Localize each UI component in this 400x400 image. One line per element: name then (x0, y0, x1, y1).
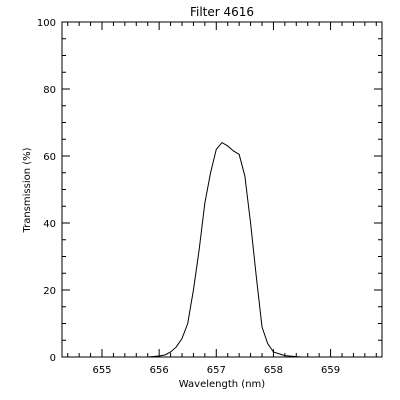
y-tick-labels: 0 20 40 60 80 100 (37, 18, 56, 364)
chart-title: Filter 4616 (190, 5, 254, 19)
y-tick-label: 80 (43, 85, 56, 96)
x-tick-label: 656 (150, 365, 169, 376)
y-tick-label: 20 (43, 286, 56, 297)
x-tick-label: 658 (264, 365, 283, 376)
y-tick-label: 40 (43, 219, 56, 230)
x-tick-labels: 655 656 657 658 659 (92, 365, 340, 376)
y-axis-title: Transmission (%) (22, 147, 33, 233)
y-tick-label: 0 (50, 353, 56, 364)
plot-frame (61, 21, 383, 358)
transmission-curve (147, 141, 303, 358)
y-tick-label: 60 (43, 152, 56, 163)
x-tick-label: 655 (92, 365, 111, 376)
x-tick-label: 657 (207, 365, 226, 376)
x-axis-title: Wavelength (nm) (179, 379, 265, 390)
axis-ticks (62, 21, 382, 358)
x-tick-label: 659 (321, 365, 340, 376)
y-tick-label: 100 (37, 18, 56, 29)
